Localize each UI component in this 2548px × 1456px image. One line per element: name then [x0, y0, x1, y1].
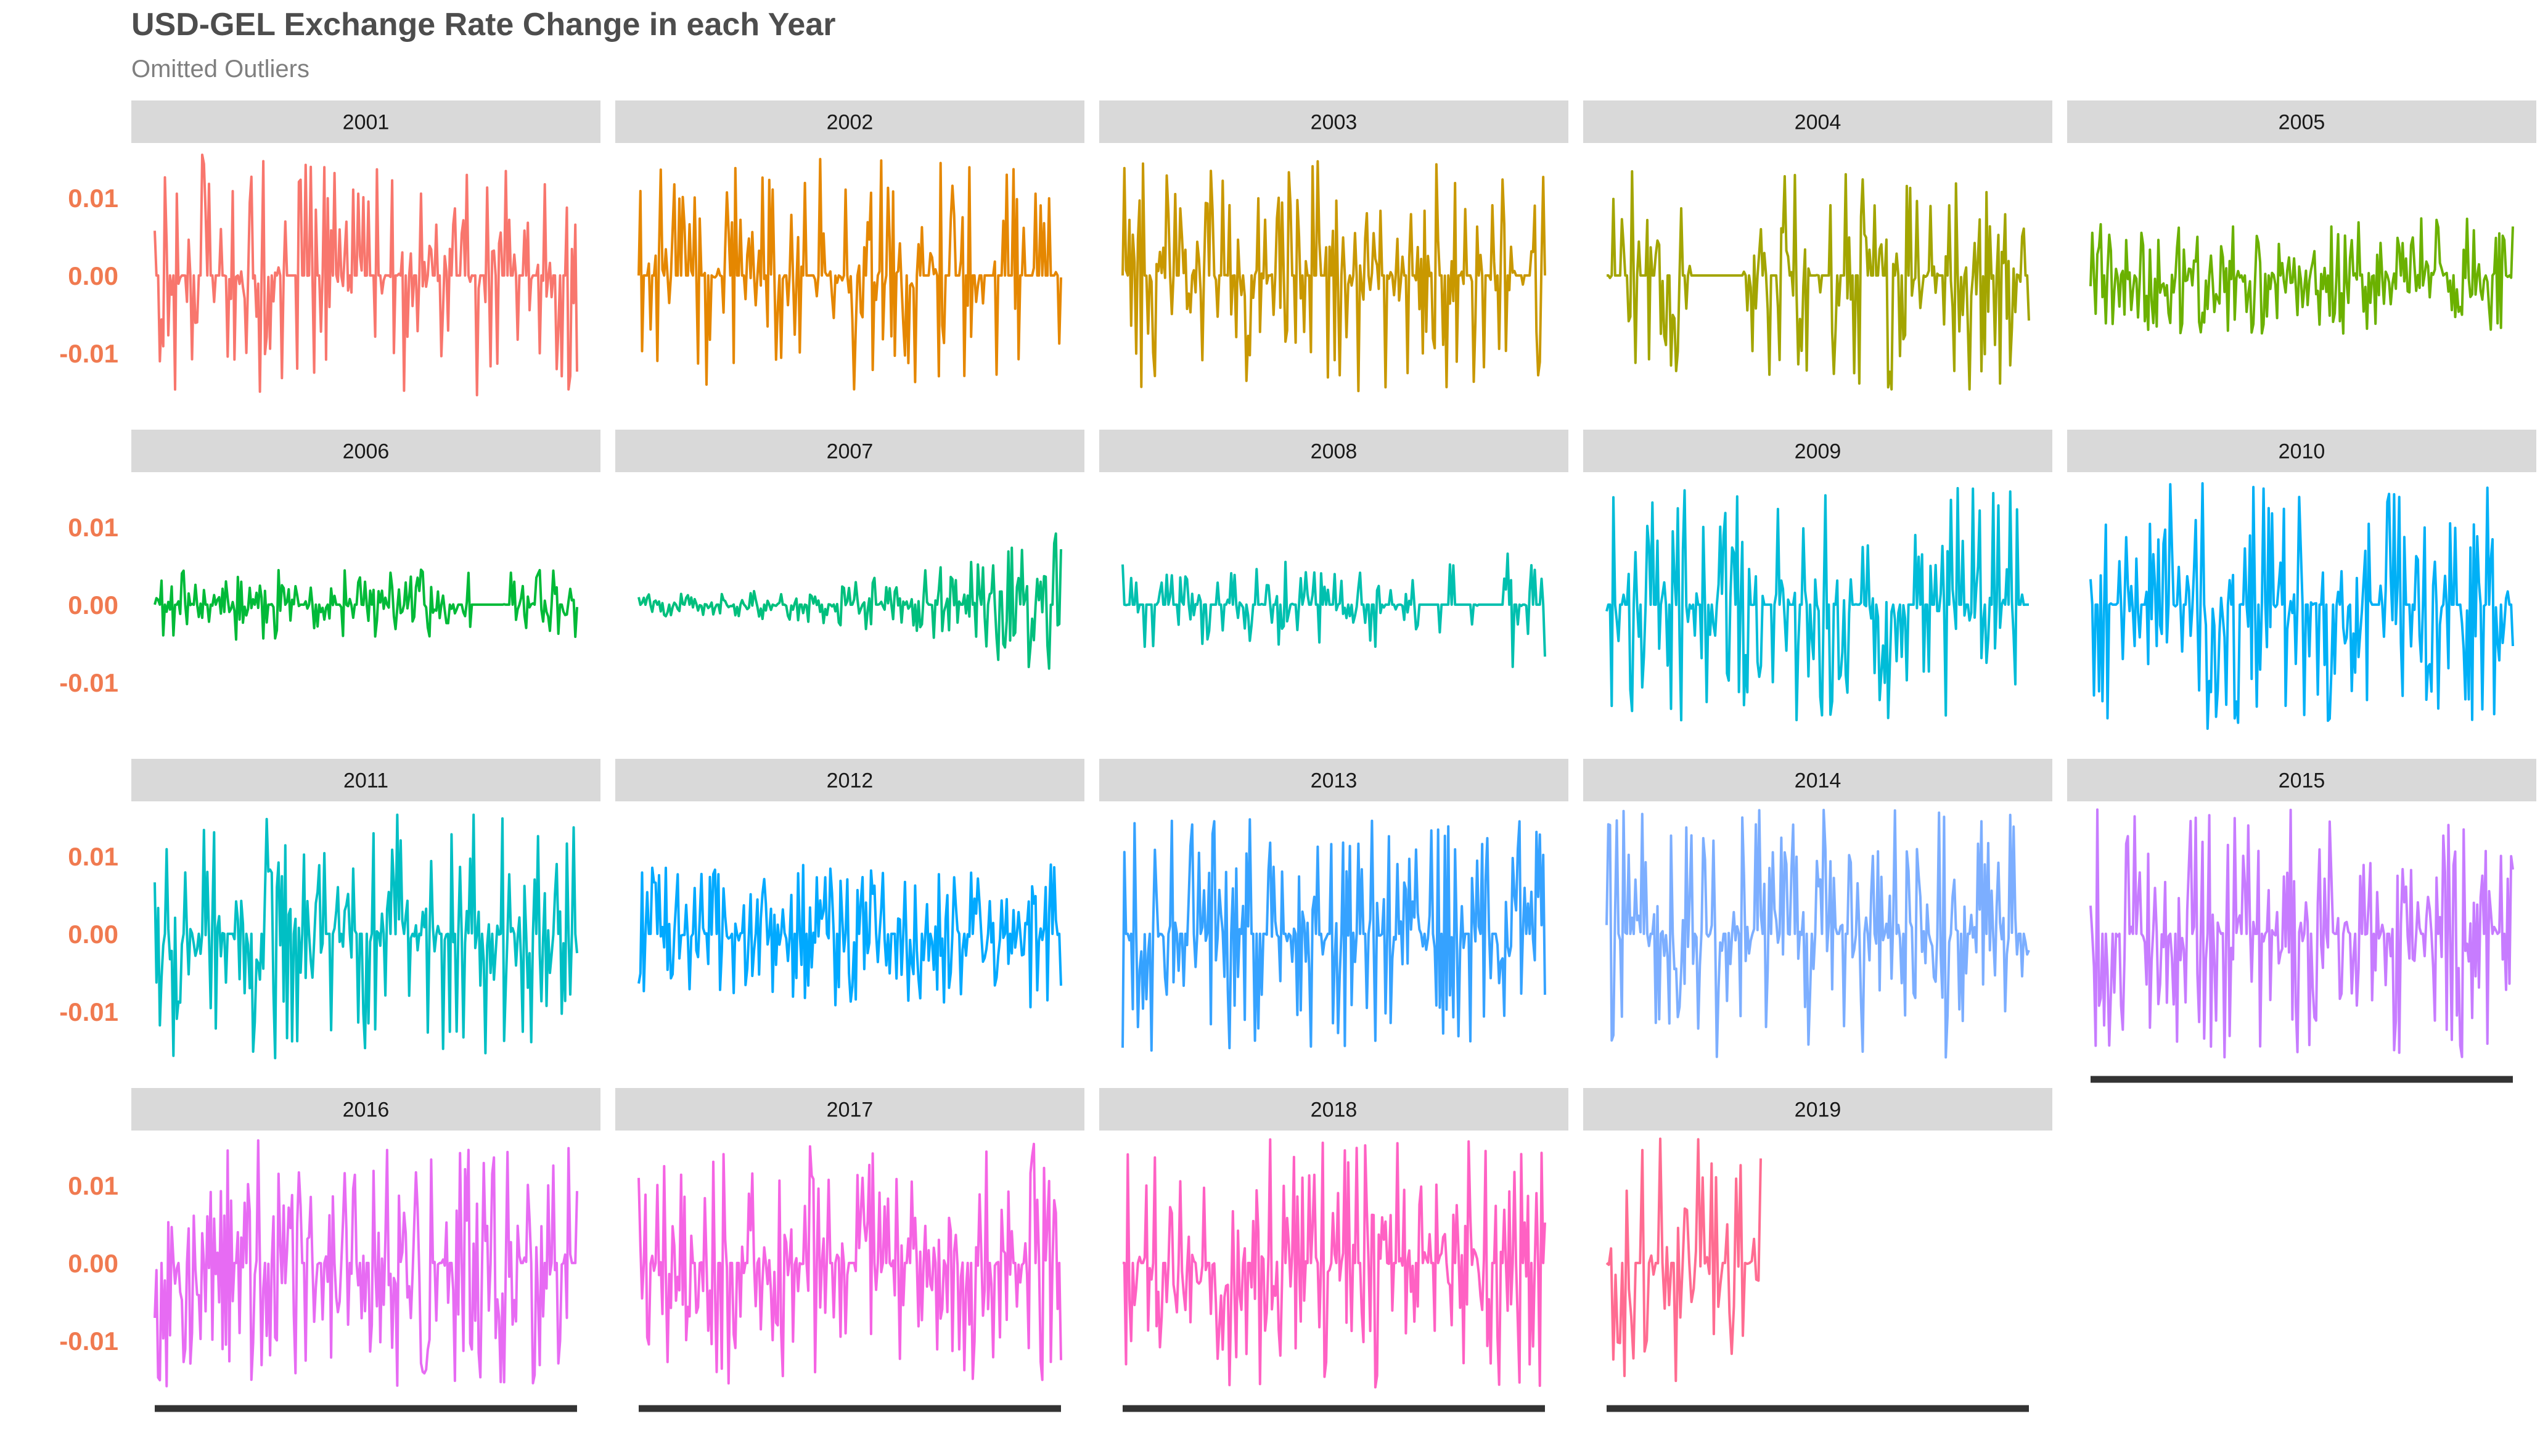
- strip-label-2009: 2009: [1795, 440, 1841, 464]
- series-line-2009: [1605, 487, 2029, 722]
- panel-2003: 2003: [1099, 100, 1568, 393]
- y-tick-label: -0.01: [59, 997, 118, 1026]
- series-line-2007: [637, 532, 1062, 670]
- panel-2012: 2012: [615, 759, 1084, 1008]
- series-line-2004: [1607, 170, 2030, 391]
- strip-label-2007: 2007: [827, 440, 874, 464]
- panel-2004: 2004: [1583, 100, 2052, 391]
- series-line-2013: [1121, 818, 1546, 1052]
- series-line-2002: [637, 158, 1062, 391]
- series-line-2019: [1605, 1137, 1762, 1383]
- strip-label-2006: 2006: [343, 440, 390, 464]
- series-line-2008: [1121, 552, 1546, 668]
- panel-2006: 2006 0.01 0.00 -0.01: [59, 430, 600, 697]
- strip-2007: [615, 430, 1084, 472]
- strip-2012: [615, 759, 1084, 801]
- y-tick-label: -0.01: [59, 668, 118, 697]
- strip-2016: [131, 1088, 600, 1131]
- strip-label-2017: 2017: [827, 1098, 874, 1122]
- y-tick-label: 0.00: [68, 261, 118, 290]
- panel-2002: 2002: [615, 100, 1084, 391]
- panel-2014: 2014: [1583, 759, 2052, 1059]
- strip-2005: [2067, 100, 2536, 143]
- strip-2004: [1583, 100, 2052, 143]
- panel-2010: 2010: [2067, 430, 2536, 730]
- strip-label-2005: 2005: [2279, 111, 2325, 134]
- chart-title: USD-GEL Exchange Rate Change in each Yea…: [131, 7, 836, 43]
- strip-label-2004: 2004: [1795, 111, 1841, 134]
- strip-2009: [1583, 430, 2052, 472]
- strip-label-2003: 2003: [1311, 111, 1358, 134]
- panel-2018: 2018: [1099, 1088, 1568, 1412]
- panel-2005: 2005: [2067, 100, 2536, 335]
- series-line-2003: [1121, 160, 1546, 393]
- strip-label-2014: 2014: [1795, 769, 1841, 793]
- strip-label-2019: 2019: [1795, 1098, 1841, 1122]
- strip-2001: [131, 100, 600, 143]
- strip-2011: [131, 759, 600, 801]
- y-tick-label: 0.01: [68, 1171, 118, 1200]
- series-line-2010: [2089, 482, 2514, 730]
- strip-2010: [2067, 430, 2536, 472]
- strip-2003: [1099, 100, 1568, 143]
- series-line-2001: [154, 153, 578, 396]
- series-line-2014: [1605, 809, 2030, 1059]
- panel-2013: 2013: [1099, 759, 1568, 1052]
- panel-2016: 2016 0.01 0.00 -0.01: [59, 1088, 600, 1412]
- y-tick-label: 0.01: [68, 513, 118, 542]
- strip-label-2018: 2018: [1311, 1098, 1358, 1122]
- y-tick-label: -0.01: [59, 339, 118, 368]
- series-line-2011: [154, 813, 578, 1060]
- panel-2015: 2015: [2067, 759, 2536, 1083]
- strip-label-2012: 2012: [827, 769, 874, 793]
- strip-2006: [131, 430, 600, 472]
- panel-2019: 2019: [1583, 1088, 2052, 1412]
- chart-subtitle: Omitted Outliers: [131, 55, 309, 83]
- series-line-2006: [154, 568, 578, 641]
- strip-2019: [1583, 1088, 2052, 1131]
- y-tick-label: -0.01: [59, 1327, 118, 1356]
- y-tick-label: 0.00: [68, 1249, 118, 1278]
- y-tick-label: 0.00: [68, 920, 118, 949]
- panel-2009: 2009: [1583, 430, 2052, 722]
- series-line-2005: [2089, 217, 2514, 335]
- panel-2011: 2011 0.01 0.00 -0.01: [59, 759, 600, 1060]
- y-tick-label: 0.00: [68, 591, 118, 620]
- y-tick-label: 0.01: [68, 184, 118, 213]
- strip-label-2008: 2008: [1311, 440, 1358, 464]
- panel-2017: 2017: [615, 1088, 1084, 1412]
- strip-2002: [615, 100, 1084, 143]
- strip-2017: [615, 1088, 1084, 1131]
- strip-2015: [2067, 759, 2536, 801]
- strip-2013: [1099, 759, 1568, 801]
- strip-label-2010: 2010: [2279, 440, 2325, 464]
- strip-label-2013: 2013: [1311, 769, 1358, 793]
- strip-label-2015: 2015: [2279, 769, 2325, 793]
- series-line-2012: [637, 863, 1062, 1008]
- y-tick-label: 0.01: [68, 842, 118, 871]
- panel-2001: 2001 0.01 0.00 -0.01: [59, 100, 600, 396]
- strip-label-2011: 2011: [343, 769, 388, 793]
- series-line-2017: [637, 1142, 1062, 1385]
- series-line-2015: [2089, 808, 2514, 1059]
- strip-label-2001: 2001: [343, 111, 390, 134]
- strip-label-2016: 2016: [343, 1098, 390, 1122]
- strip-2014: [1583, 759, 2052, 801]
- strip-2008: [1099, 430, 1568, 472]
- series-line-2016: [154, 1139, 578, 1388]
- series-line-2018: [1122, 1138, 1546, 1389]
- panel-2008: 2008: [1099, 430, 1568, 668]
- strip-label-2002: 2002: [827, 111, 874, 134]
- strip-2018: [1099, 1088, 1568, 1131]
- panel-2007: 2007: [615, 430, 1084, 670]
